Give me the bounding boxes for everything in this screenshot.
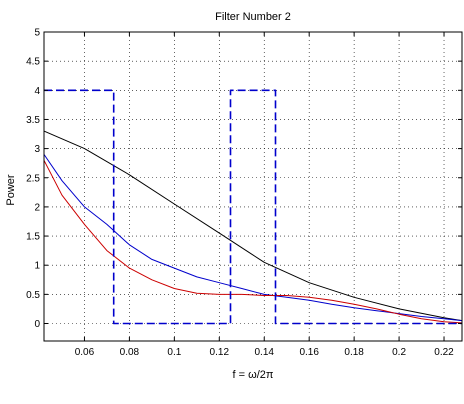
x-tick-label: 0.08: [120, 347, 140, 358]
series-line-4: [44, 89, 462, 325]
ticks: 0.06 0.08 0.1 0.12 0.14 0.16 0.18 0.2 0.22 0 0.5 1 1…: [26, 28, 462, 358]
y-axis-label: Power: [5, 174, 17, 206]
y-tick-label: 1.5: [26, 232, 40, 243]
y-tick-label: 5: [34, 28, 40, 39]
plot-frame: [43, 31, 463, 342]
y-tick-label: 2: [34, 202, 40, 213]
y-tick-label: 0: [34, 319, 40, 330]
x-tick-label: 0.06: [75, 347, 95, 358]
series-line-3: [43, 160, 463, 324]
x-tick-label: 0.2: [392, 347, 406, 358]
x-tick-label: 0.22: [434, 347, 454, 358]
x-tick-label: 0.12: [210, 347, 230, 358]
y-tick-label: 4: [34, 86, 40, 97]
chart-title: Filter Number 2: [215, 11, 291, 23]
x-tick-label: 0.16: [299, 347, 319, 358]
y-tick-label: 3: [34, 144, 40, 155]
y-tick-label: 2.5: [26, 173, 40, 184]
x-axis-label: f = ω/2π: [233, 369, 274, 381]
y-tick-label: 0.5: [26, 290, 40, 301]
series-layer: [43, 89, 463, 325]
x-tick-label: 0.18: [344, 347, 364, 358]
x-tick-label: 0.14: [255, 347, 275, 358]
y-tick-label: 4.5: [26, 57, 40, 68]
x-tick-label: 0.1: [167, 347, 181, 358]
y-tick-label: 3.5: [26, 115, 40, 126]
y-tick-label: 1: [34, 261, 40, 272]
